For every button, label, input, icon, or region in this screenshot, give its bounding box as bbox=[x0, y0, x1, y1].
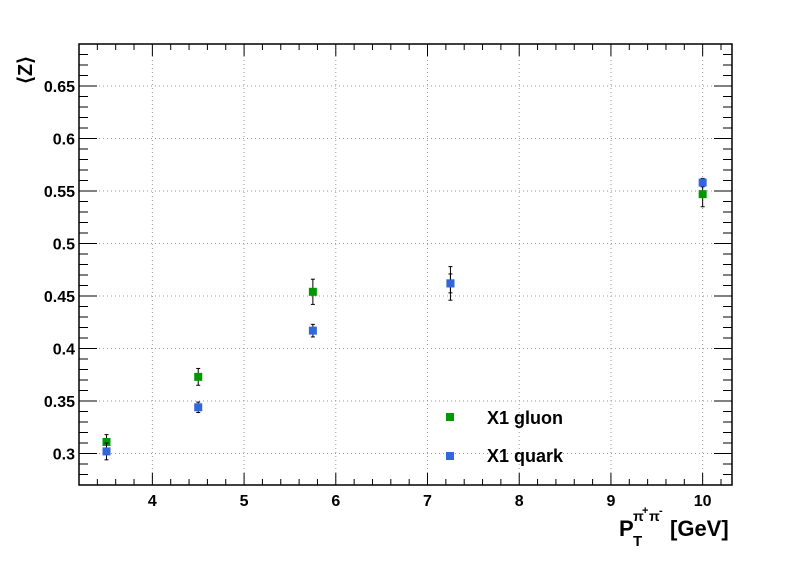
x-axis-title-superscript-pi: π bbox=[633, 508, 644, 524]
y-tick-label: 0.3 bbox=[53, 447, 75, 464]
x-tick-label: 5 bbox=[240, 493, 249, 510]
x-tick-label: 7 bbox=[423, 493, 432, 510]
x-axis-title: P T π + π - [GeV] bbox=[619, 505, 729, 550]
data-point-gluon bbox=[308, 287, 317, 296]
x-axis-title-superscript-minus: - bbox=[659, 505, 663, 517]
x-axis-title-unit: [GeV] bbox=[670, 516, 729, 541]
y-axis-title: ⟨Z⟩ bbox=[15, 56, 37, 84]
x-tick-label: 4 bbox=[148, 493, 157, 510]
x-axis-title-superscript-pi-2: π bbox=[649, 508, 660, 524]
x-tick-label: 10 bbox=[694, 493, 712, 510]
x-axis-title-base: P bbox=[619, 516, 634, 541]
axis-ticks bbox=[78, 43, 732, 486]
legend-label-quark: X1 quark bbox=[487, 446, 564, 466]
y-tick-label: 0.45 bbox=[44, 289, 75, 306]
x-axis-title-superscript-plus: + bbox=[642, 505, 648, 517]
x-tick-label: 8 bbox=[515, 493, 524, 510]
legend-marker-quark bbox=[446, 452, 454, 460]
x-tick-label: 9 bbox=[606, 493, 615, 510]
y-tick-label: 0.4 bbox=[53, 342, 75, 359]
x-tick-label: 6 bbox=[331, 493, 340, 510]
data-layer bbox=[102, 177, 707, 461]
data-point-quark bbox=[194, 403, 203, 412]
data-point-quark bbox=[446, 279, 455, 288]
grid bbox=[79, 44, 732, 485]
y-tick-label: 0.5 bbox=[53, 237, 75, 254]
y-tick-label: 0.35 bbox=[44, 394, 75, 411]
legend-marker-gluon bbox=[446, 413, 454, 421]
data-point-gluon bbox=[194, 372, 203, 381]
y-tick-label: 0.6 bbox=[53, 132, 75, 149]
legend-label-gluon: X1 gluon bbox=[487, 408, 563, 428]
data-point-gluon bbox=[102, 437, 111, 446]
y-tick-label: 0.55 bbox=[44, 184, 75, 201]
data-point-quark bbox=[698, 178, 707, 187]
data-point-quark bbox=[308, 326, 317, 335]
data-point-gluon bbox=[698, 190, 707, 199]
data-point-quark bbox=[102, 447, 111, 456]
legend: X1 gluon X1 quark bbox=[446, 408, 564, 466]
x-axis-title-subscript: T bbox=[633, 533, 642, 550]
tick-labels: 4 5 6 7 8 9 10 0.3 0.35 0.4 0.45 0.5 0.55 0.6 0.65 bbox=[44, 79, 712, 510]
y-tick-label: 0.65 bbox=[44, 79, 75, 96]
